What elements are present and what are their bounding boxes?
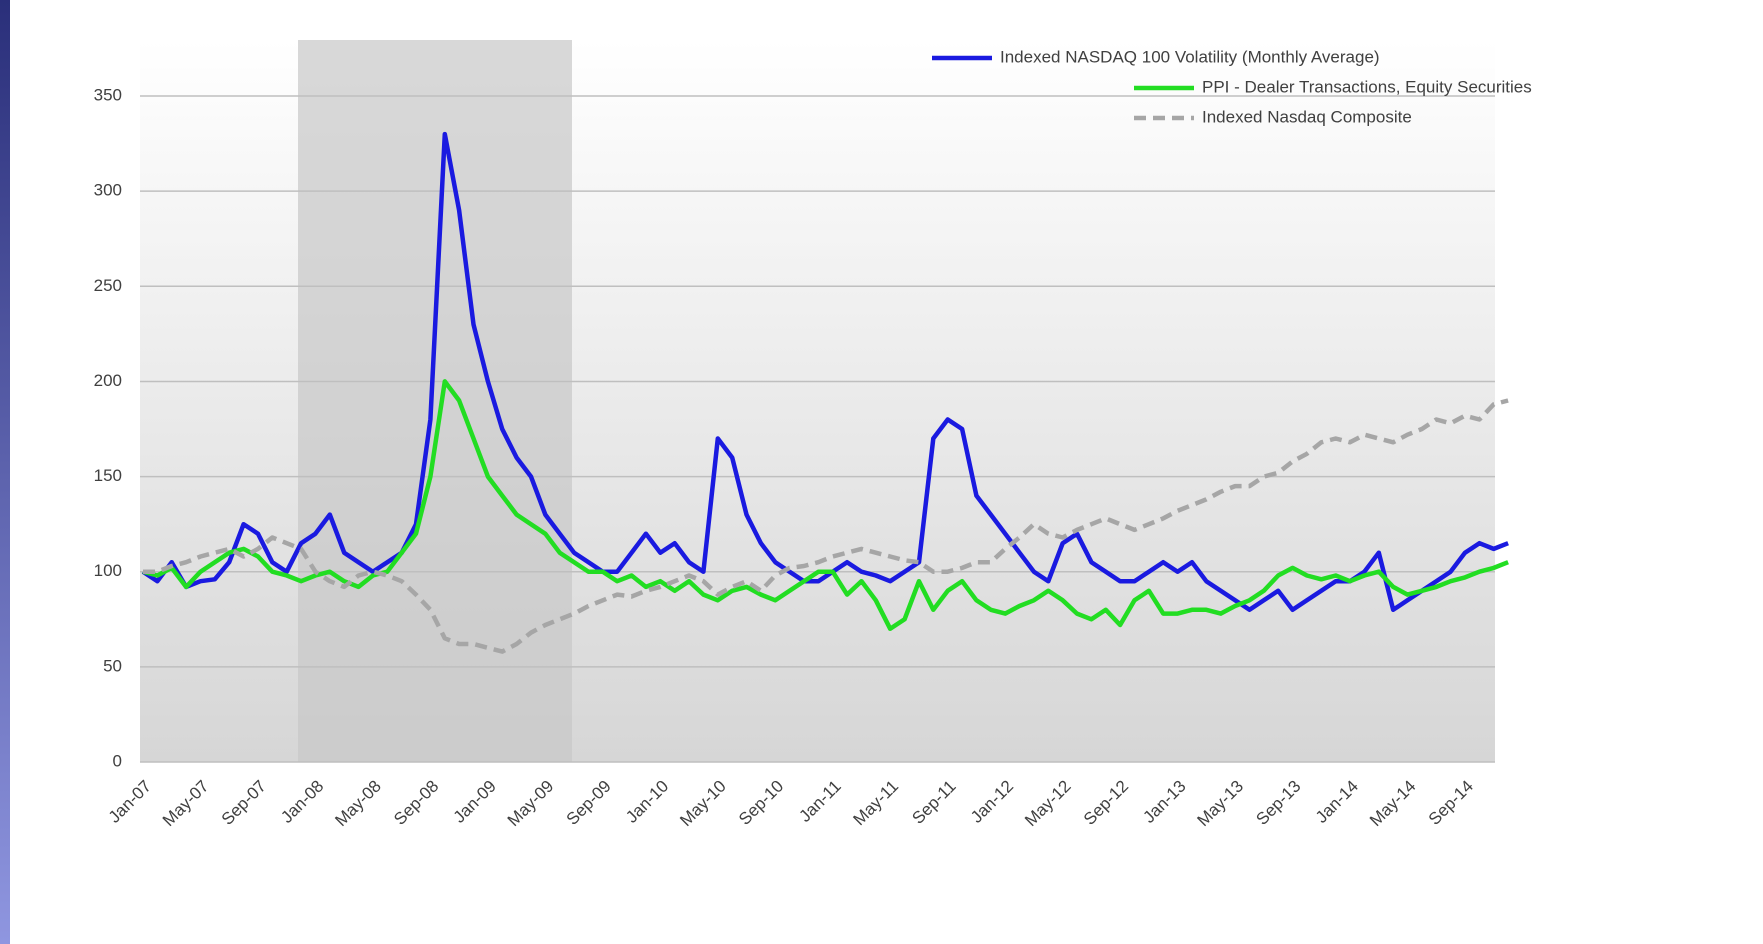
y-tick-label: 300 [94,181,122,200]
x-tick-label: Jan-14 [1312,777,1362,827]
y-tick-label: 100 [94,561,122,580]
x-tick-label: Jan-10 [622,777,672,827]
x-tick-label: Sep-13 [1252,777,1304,829]
x-tick-label: Jan-12 [967,777,1017,827]
x-tick-label: May-13 [1194,777,1248,831]
y-tick-label: 200 [94,371,122,390]
x-tick-label: May-10 [676,777,730,831]
x-tick-label: Sep-09 [563,777,615,829]
recession-shade [298,40,572,762]
y-tick-label: 50 [103,656,122,675]
x-tick-label: May-09 [504,777,558,831]
x-tick-label: Jan-13 [1139,777,1189,827]
side-strip [0,0,10,944]
x-tick-label: Jan-09 [450,777,500,827]
x-tick-label: Sep-08 [390,777,442,829]
x-tick-label: Jan-07 [105,777,155,827]
lines [141,131,1509,654]
legend: Indexed NASDAQ 100 Volatility (Monthly A… [932,47,1532,126]
legend-label: Indexed Nasdaq Composite [1202,107,1412,126]
x-tick-label: Sep-10 [735,777,787,829]
series-line [141,131,1509,613]
y-tick-label: 0 [113,751,122,770]
x-tick-label: Sep-12 [1080,777,1132,829]
legend-label: PPI - Dealer Transactions, Equity Securi… [1202,77,1532,96]
x-tick-label: May-12 [1021,777,1075,831]
x-tick-label: May-07 [159,777,213,831]
x-tick-label: May-08 [331,777,385,831]
y-tick-label: 350 [94,86,122,105]
x-tick-label: Sep-11 [908,777,959,828]
x-tick-label: Sep-14 [1425,777,1477,829]
x-tick-label: May-14 [1366,777,1420,831]
y-tick-label: 250 [94,276,122,295]
x-tick-label: Sep-07 [218,777,270,829]
x-tick-label: May-11 [850,777,903,830]
legend-label: Indexed NASDAQ 100 Volatility (Monthly A… [1000,47,1380,66]
x-tick-label: Jan-08 [277,777,327,827]
series-line [143,398,1509,654]
x-tick-label: Jan-11 [795,777,844,826]
series-line [142,379,1509,632]
y-tick-label: 150 [94,466,122,485]
